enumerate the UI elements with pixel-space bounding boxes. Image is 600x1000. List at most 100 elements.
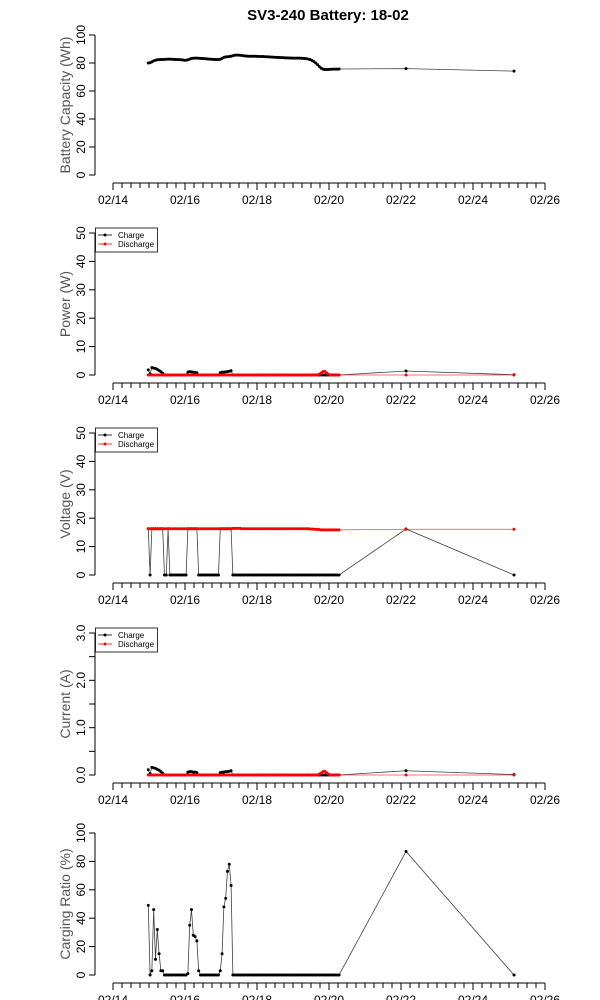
- panel-3: 0 10 20 30 40 50 Voltage (V) 02/14 02/16 02/18 02/…: [57, 426, 560, 607]
- data-point: [404, 369, 408, 373]
- x-tick-label: 02/26: [530, 393, 560, 407]
- x-tick-label: 02/26: [530, 793, 560, 807]
- data-point: [195, 771, 199, 775]
- x-tick-label: 02/14: [98, 393, 128, 407]
- y-tick-label: 3.0: [74, 624, 88, 641]
- data-point: [227, 862, 231, 866]
- data-point: [337, 973, 341, 977]
- x-tick-label: 02/14: [98, 793, 128, 807]
- x-tick-label: 02/14: [98, 993, 128, 1000]
- legend-marker-charge: [103, 633, 107, 637]
- data-point: [229, 769, 233, 773]
- series-discharge: [146, 769, 516, 777]
- y-tick-label: 60: [74, 883, 88, 897]
- legend-marker-discharge: [103, 242, 107, 246]
- data-point: [157, 952, 161, 956]
- data-point: [216, 573, 220, 577]
- x-tick-label: 02/14: [98, 593, 128, 607]
- data-point: [146, 368, 150, 372]
- y-tick-label: 80: [74, 56, 88, 70]
- y-tick-label: 20: [74, 940, 88, 954]
- legend-label-discharge: Discharge: [118, 440, 155, 449]
- y-tick-label: 1.0: [74, 719, 88, 736]
- x-tick-label: 02/16: [170, 393, 200, 407]
- x-tick-label: 02/24: [458, 193, 488, 207]
- legend-marker-discharge: [103, 642, 107, 646]
- y-tick-label: 100: [74, 25, 88, 45]
- y-tick-label: 10: [74, 340, 88, 354]
- data-point: [404, 773, 408, 777]
- x-tick-label: 02/24: [458, 793, 488, 807]
- data-point: [195, 939, 199, 943]
- data-point: [337, 528, 341, 532]
- data-point: [224, 896, 228, 900]
- y-tick-label: 30: [74, 283, 88, 297]
- data-point: [404, 769, 408, 773]
- x-tick-label: 02/20: [314, 393, 344, 407]
- y-axis-title: Carging Ratio (%): [57, 848, 73, 959]
- legend-marker-charge: [103, 433, 107, 437]
- x-tick-label: 02/18: [242, 593, 272, 607]
- y-tick-label: 80: [74, 854, 88, 868]
- legend-label-charge: Charge: [118, 631, 145, 640]
- legend-box: [95, 227, 158, 253]
- x-tick-label: 02/22: [386, 393, 416, 407]
- data-point: [337, 773, 341, 777]
- x-tick-label: 02/16: [170, 793, 200, 807]
- x-tick-label: 02/24: [458, 993, 488, 1000]
- x-tick-label: 02/22: [386, 593, 416, 607]
- chart-title: SV3-240 Battery: 18-02: [247, 7, 409, 24]
- x-tick-label: 02/20: [314, 993, 344, 1000]
- data-point: [195, 371, 199, 375]
- y-tick-label: 0.0: [74, 766, 88, 783]
- data-point: [216, 973, 220, 977]
- legend-box: [95, 627, 158, 653]
- data-point: [337, 573, 341, 577]
- data-point: [148, 973, 152, 977]
- y-tick-label: 40: [74, 911, 88, 925]
- data-point: [404, 527, 408, 531]
- x-tick-label: 02/22: [386, 993, 416, 1000]
- y-tick-label: 50: [74, 426, 88, 440]
- x-tick-label: 02/24: [458, 593, 488, 607]
- series-discharge: [146, 369, 516, 377]
- data-point: [188, 923, 192, 927]
- y-tick-label: 100: [74, 823, 88, 843]
- data-point: [337, 67, 341, 71]
- series-capacity: [146, 53, 516, 73]
- y-tick-label: 40: [74, 112, 88, 126]
- data-point: [155, 928, 159, 932]
- y-axis-title: Voltage (V): [57, 469, 73, 538]
- x-tick-label: 02/26: [530, 593, 560, 607]
- data-point: [512, 973, 516, 977]
- x-tick-label: 02/18: [242, 993, 272, 1000]
- data-point: [512, 527, 516, 531]
- x-tick-label: 02/16: [170, 593, 200, 607]
- x-tick-label: 02/20: [314, 793, 344, 807]
- data-point: [152, 908, 156, 912]
- y-tick-label: 60: [74, 84, 88, 98]
- y-tick-label: 0: [74, 971, 88, 978]
- legend-label-discharge: Discharge: [118, 640, 155, 649]
- y-tick-label: 0: [74, 371, 88, 378]
- data-point: [184, 573, 188, 577]
- x-tick-label: 02/18: [242, 793, 272, 807]
- y-tick-label: 10: [74, 540, 88, 554]
- legend-box: [95, 427, 158, 453]
- series-ratio: [146, 849, 516, 977]
- legend-label-charge: Charge: [118, 231, 145, 240]
- data-point: [146, 768, 150, 772]
- data-point: [512, 773, 516, 777]
- y-tick-label: 2.0: [74, 672, 88, 689]
- data-point: [148, 573, 152, 577]
- data-point: [404, 373, 408, 377]
- y-tick-label: 20: [74, 311, 88, 325]
- data-point: [161, 969, 165, 973]
- y-tick-label: 50: [74, 226, 88, 240]
- data-point: [229, 884, 233, 888]
- y-axis-title: Power (W): [57, 271, 73, 337]
